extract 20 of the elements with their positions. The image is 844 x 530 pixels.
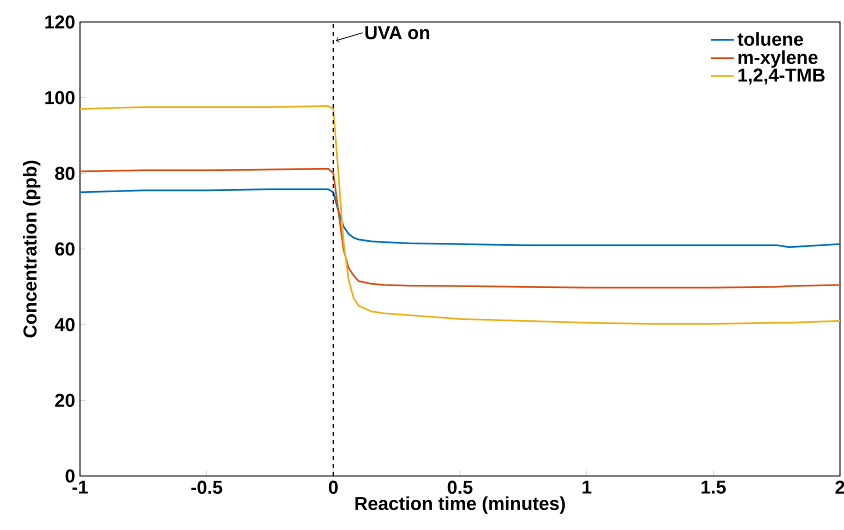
legend-label: m-xylene	[738, 50, 818, 68]
legend-label: 1,2,4-TMB	[738, 68, 825, 84]
y-tick-label: 80	[55, 166, 75, 180]
x-tick-label: -0.5	[191, 480, 222, 494]
x-axis-title: Reaction time (minutes)	[355, 496, 565, 514]
y-axis-title: Concentration (ppb)	[22, 160, 40, 338]
x-tick-label: -1	[72, 480, 88, 494]
y-tick-label: 0	[66, 469, 75, 483]
y-tick-label: 100	[45, 91, 75, 104]
ref-line-label: UVA on	[365, 26, 430, 40]
x-tick-label: 1	[582, 480, 592, 494]
y-tick-label: 60	[55, 242, 75, 256]
legend-label: toluene	[738, 32, 804, 46]
x-tick-label: 1.5	[702, 480, 726, 494]
x-tick-label: 0.5	[448, 480, 472, 494]
x-tick-label: 0	[328, 480, 338, 494]
y-tick-label: 120	[45, 15, 75, 29]
x-tick-label: 2	[835, 480, 844, 494]
y-tick-label: 20	[55, 394, 75, 407]
y-tick-label: 40	[54, 318, 75, 332]
